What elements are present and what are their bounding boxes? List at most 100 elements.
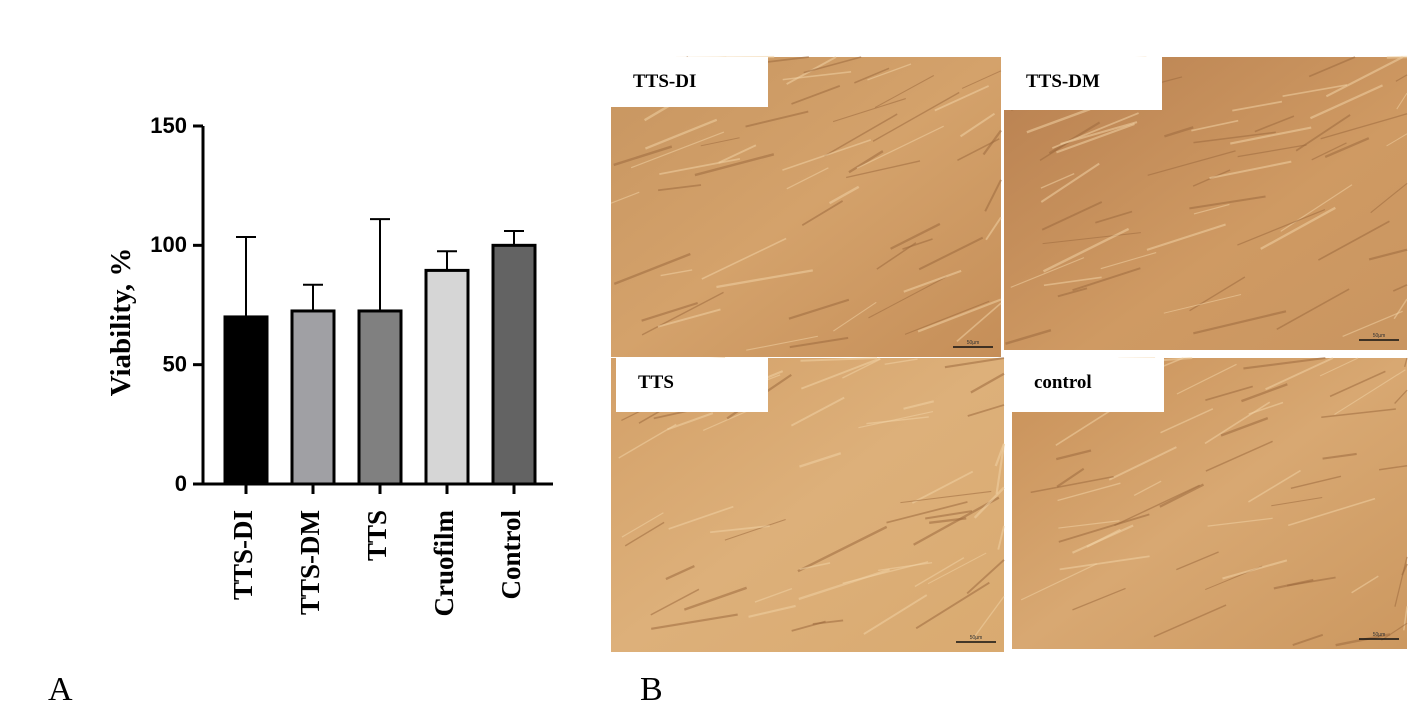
cell-streak [1160, 408, 1214, 434]
cell-streak [927, 552, 987, 585]
cell-streak [1368, 248, 1408, 261]
cell-streak [973, 486, 1005, 519]
cell-streak [666, 412, 714, 431]
cell-streak [1055, 405, 1118, 447]
cell-streak [786, 167, 829, 190]
cell-streak [1254, 115, 1295, 133]
cell-streak [856, 125, 944, 169]
cell-streak [1030, 475, 1114, 494]
cell-streak [832, 98, 906, 123]
cell-streak [1189, 195, 1266, 210]
cell-streak [914, 557, 965, 588]
x-tick-label: TTS-DI [228, 510, 258, 600]
cell-streak [1280, 184, 1353, 232]
cell-streak [1379, 465, 1408, 471]
cell-streak [782, 139, 872, 171]
cell-streak [803, 56, 862, 74]
cell-streak [985, 216, 1002, 241]
cell-streak [858, 410, 934, 429]
cell-streak [925, 510, 973, 520]
x-tick-label: Cruofilm [429, 509, 459, 616]
cell-streak [878, 561, 933, 572]
cell-streak [1222, 559, 1288, 580]
cell-streak [1403, 606, 1408, 631]
micrograph-label: TTS-DM [1026, 71, 1100, 92]
cell-streak [997, 525, 1005, 550]
cell-streak [904, 300, 990, 335]
cell-streak [1395, 74, 1408, 82]
cell-streak [641, 301, 699, 322]
label-box [611, 57, 768, 107]
cell-streak [966, 559, 1005, 595]
label-box [616, 358, 768, 412]
cell-streak [1056, 467, 1085, 488]
cell-streak [970, 372, 1005, 394]
cell-streak [1005, 329, 1052, 345]
cell-streak [1370, 182, 1408, 214]
cell-streak [782, 71, 852, 81]
cell-streak [1237, 208, 1326, 246]
cell-streak [1237, 144, 1307, 158]
cell-streak [610, 191, 640, 204]
cell-streak [1055, 449, 1092, 461]
cell-streak [984, 179, 1002, 212]
cell-streak [1176, 363, 1237, 395]
cell-streak [618, 423, 677, 459]
cell-streak [716, 269, 813, 289]
cell-streak [1095, 210, 1133, 224]
cell-streak [1394, 556, 1408, 607]
cell-streak [1273, 578, 1314, 590]
cell-streak [848, 150, 884, 174]
cell-streak [1163, 294, 1242, 314]
cell-streak [1392, 284, 1408, 292]
cell-streak [823, 113, 898, 157]
cell-streak [797, 525, 888, 573]
cell-streak [701, 237, 787, 280]
bar [290, 309, 336, 486]
cell-streak [613, 145, 673, 167]
cell-streak [789, 336, 849, 349]
cell-streak [1404, 357, 1408, 368]
y-axis-title: Viability, % [105, 248, 137, 397]
cell-streak [913, 496, 1000, 546]
bar [357, 309, 403, 486]
scale-bar-label: 50µm [1373, 632, 1386, 638]
cell-streak [918, 236, 984, 271]
cell-streak [1243, 356, 1326, 370]
cell-streak [867, 63, 912, 81]
micrograph-label: TTS [638, 372, 674, 393]
cell-streak [1193, 310, 1287, 335]
cell-streak [1056, 123, 1135, 154]
cell-streak [1320, 113, 1408, 140]
cell-streak [660, 269, 693, 277]
cell-streak [874, 75, 934, 109]
cell-streak [1048, 121, 1101, 155]
cell-streak [1260, 206, 1336, 250]
cell-streak [718, 144, 757, 164]
panel-label: A [48, 671, 73, 708]
cell-streak [833, 301, 877, 332]
y-tick-label: 0 [175, 471, 187, 496]
bar-chart: 0 50 100 150 TTS-DI TTS-DM TTS Cruofilm Control [150, 113, 553, 616]
cell-streak [1057, 482, 1121, 502]
cell-streak [846, 160, 921, 179]
cell-streak [1164, 126, 1194, 138]
cell-streak [917, 298, 1002, 333]
cell-streak [959, 112, 996, 138]
cell-streak [754, 587, 793, 603]
cell-streak [1311, 142, 1347, 161]
cell-streak [790, 396, 845, 427]
cell-streak [1317, 220, 1390, 261]
cell-streak [1059, 555, 1150, 571]
cell-streak [934, 85, 990, 112]
cell-streak [651, 613, 738, 630]
cell-streak [1209, 160, 1292, 180]
cell-streak [748, 604, 796, 618]
cell-streak [1394, 389, 1408, 404]
cell-streak [1071, 524, 1134, 554]
cell-streak [1042, 227, 1130, 273]
cell-streak [657, 184, 702, 192]
cell-streak [788, 298, 850, 320]
cell-streak [702, 410, 748, 431]
cell-streak [828, 185, 860, 205]
